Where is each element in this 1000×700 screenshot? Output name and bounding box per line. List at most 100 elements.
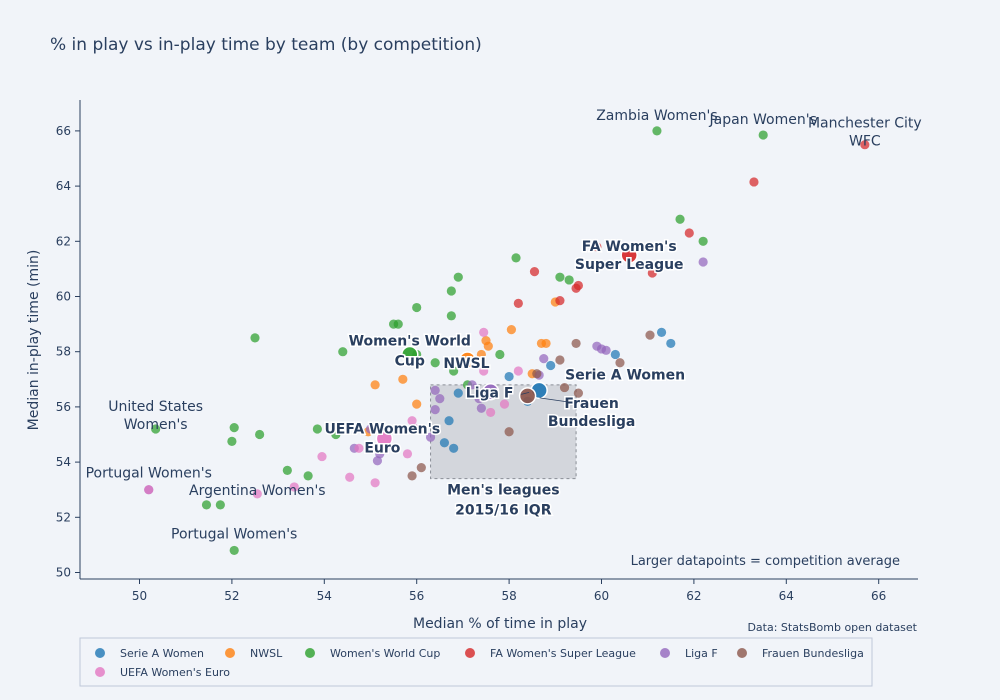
legend-box: [79, 637, 873, 687]
annotation-label: NWSL: [443, 356, 489, 372]
legend-label: Liga F: [685, 647, 718, 660]
data-point: [365, 424, 376, 434]
data-point: [504, 427, 514, 437]
data-point: [453, 272, 463, 282]
data-point: [467, 380, 477, 390]
legend-label: NWSL: [250, 647, 283, 660]
legend-label: FA Women's Super League: [490, 647, 636, 660]
data-point: [555, 272, 565, 282]
iqr-label-line-2: 2015/16 IQR: [455, 503, 552, 519]
y-tick-label: 64: [56, 179, 71, 193]
data-point: [486, 407, 496, 418]
annotation-label: Portugal Women's: [86, 466, 212, 482]
data-point: [289, 482, 299, 492]
data-point: [541, 338, 551, 349]
data-point: [495, 349, 505, 360]
data-point: [499, 399, 510, 409]
legend-marker: [95, 667, 105, 677]
data-point: [354, 443, 364, 453]
data-point: [749, 177, 759, 187]
data-point: [647, 268, 657, 278]
data-point: [201, 500, 212, 510]
average-point: [375, 429, 394, 448]
data-point: [402, 449, 413, 459]
legend-marker: [737, 648, 747, 658]
data-point: [215, 500, 225, 510]
data-point: [666, 338, 676, 349]
data-point: [504, 371, 514, 382]
iqr-label-line-1: Men's leagues: [447, 483, 559, 499]
y-tick-label: 50: [56, 566, 71, 580]
data-point: [370, 380, 380, 390]
annotation-label: Women's World: [349, 333, 471, 349]
data-point: [444, 416, 454, 426]
data-point: [439, 438, 450, 448]
y-tick-label: 54: [56, 455, 71, 469]
annotation-label: Serie A Women: [565, 367, 685, 383]
annotation-label: Portugal Women's: [171, 526, 297, 542]
legend-marker: [660, 648, 670, 658]
data-point: [573, 280, 584, 291]
data-point: [513, 366, 523, 376]
average-point: [401, 345, 419, 364]
y-tick-label: 56: [56, 400, 71, 414]
data-point: [412, 424, 422, 434]
data-point: [476, 403, 486, 413]
data-point: [229, 423, 239, 433]
average-point: [518, 387, 537, 405]
data-point: [317, 451, 327, 462]
data-point: [506, 325, 517, 335]
data-point: [412, 302, 422, 313]
annotation-label: WFC: [849, 134, 881, 150]
x-tick-label: 60: [594, 589, 609, 603]
data-point: [370, 478, 380, 488]
data-point: [511, 253, 521, 263]
annotation-label: United States: [108, 399, 203, 415]
data-point: [555, 355, 565, 365]
data-point: [573, 388, 584, 398]
x-tick-label: 66: [871, 589, 886, 603]
annotation-label: UEFA Women's: [324, 422, 440, 438]
legend-marker: [225, 648, 235, 658]
data-point: [652, 126, 662, 136]
data-point: [529, 267, 540, 277]
source-note: Data: StatsBomb open dataset: [747, 621, 917, 634]
data-point: [345, 472, 355, 482]
y-tick-label: 58: [56, 345, 71, 359]
data-point: [430, 358, 440, 368]
data-point: [479, 327, 489, 337]
y-tick-label: 60: [56, 290, 71, 304]
annotation-label: Japan Women's: [709, 112, 817, 128]
data-point: [416, 463, 426, 473]
data-point: [331, 429, 341, 440]
annotation-label: Frauen: [564, 396, 618, 412]
data-point: [555, 296, 565, 306]
data-point: [546, 360, 556, 371]
data-point: [375, 449, 385, 459]
data-point: [312, 424, 322, 434]
data-point: [398, 374, 408, 384]
data-point: [412, 399, 422, 409]
data-point: [675, 214, 685, 224]
data-point: [303, 471, 313, 481]
size-note: Larger datapoints = competition average: [631, 554, 900, 569]
data-point: [453, 388, 463, 398]
data-point: [596, 344, 607, 354]
data-point: [476, 349, 486, 360]
legend-marker: [95, 648, 105, 658]
data-point: [407, 416, 417, 426]
data-point: [252, 489, 262, 499]
y-axis-title: Median in-play time (min): [26, 250, 42, 431]
legend-marker: [305, 648, 315, 658]
data-point: [229, 545, 239, 556]
data-point: [250, 333, 260, 343]
data-point: [144, 485, 154, 495]
data-point: [393, 319, 403, 329]
x-tick-label: 58: [501, 589, 516, 603]
data-point: [446, 311, 456, 321]
x-tick-label: 64: [779, 589, 794, 603]
data-point: [532, 369, 542, 379]
data-point: [615, 358, 625, 368]
annotation-arrow: [539, 397, 568, 403]
annotation-label: Manchester City: [808, 116, 922, 132]
